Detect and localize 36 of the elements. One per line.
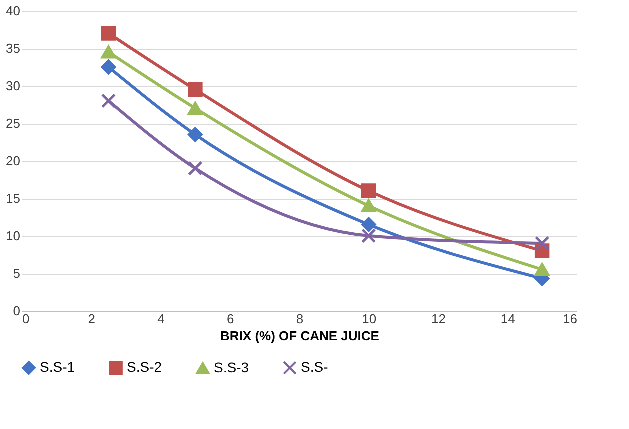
- y-tick-label: 25: [6, 116, 20, 131]
- point: [101, 94, 116, 108]
- x-tick-label: 4: [158, 312, 165, 326]
- legend-label: S.S-1: [40, 359, 76, 376]
- point: [188, 102, 203, 116]
- legend-label: S.S-3: [214, 359, 250, 376]
- x-tick-label: 10: [362, 312, 377, 326]
- point: [534, 263, 550, 276]
- point: [101, 60, 116, 75]
- x-tick-label: 6: [227, 312, 234, 326]
- legend-label: S.S-: [301, 359, 329, 376]
- x-tick-label: 14: [500, 312, 516, 326]
- y-tick-label: 35: [6, 41, 20, 56]
- y-tick-label: 10: [6, 228, 20, 244]
- x-tick-label: 0: [22, 312, 30, 326]
- point: [101, 26, 116, 41]
- point: [101, 46, 116, 59]
- point: [362, 184, 376, 198]
- point: [362, 217, 376, 232]
- point: [362, 199, 376, 213]
- x-tick-label: 8: [296, 312, 304, 326]
- y-tick-label: 5: [13, 266, 20, 281]
- point: [362, 228, 376, 244]
- point: [188, 161, 203, 176]
- legend-label: S.S-2: [127, 359, 162, 376]
- y-tick-label: 40: [6, 4, 20, 18]
- point: [534, 236, 550, 251]
- y-tick-label: 30: [6, 78, 20, 94]
- point: [188, 82, 203, 98]
- x-tick-label: 2: [88, 312, 96, 326]
- x-tick-label: 12: [432, 312, 446, 326]
- x-axis-title: BRIX (%) OF CANE JUICE: [220, 328, 380, 344]
- y-tick-label: 15: [6, 191, 20, 206]
- y-tick-label: 20: [6, 154, 20, 168]
- point: [188, 127, 203, 142]
- x-tick-label: 16: [563, 312, 578, 326]
